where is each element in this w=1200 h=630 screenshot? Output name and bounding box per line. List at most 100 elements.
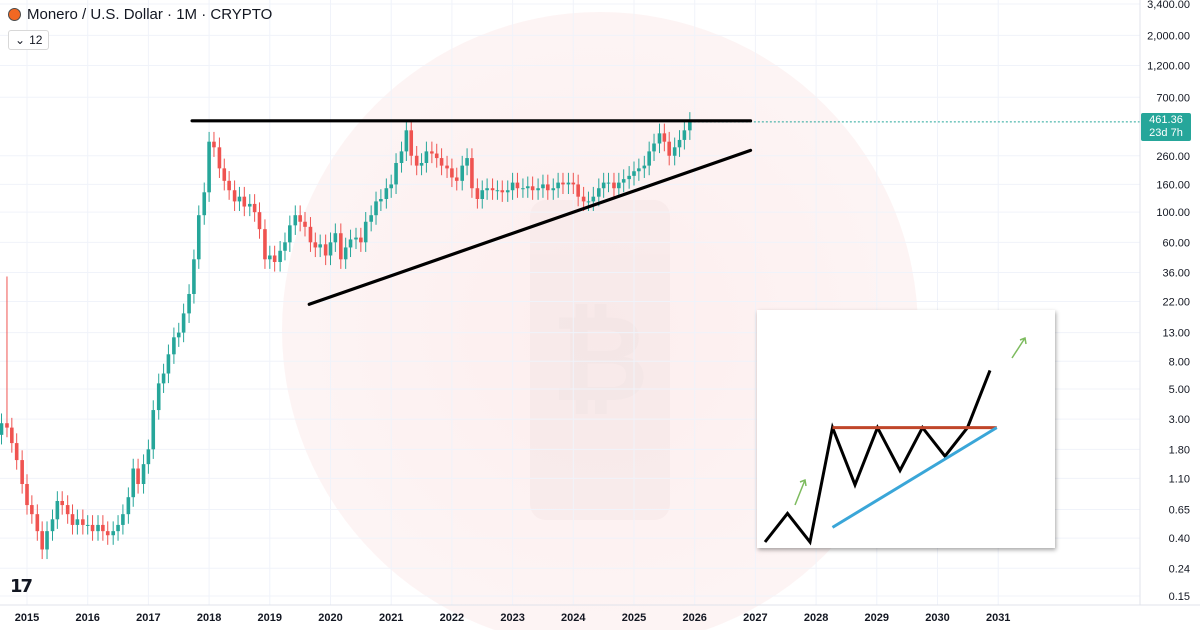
- candle: [612, 172, 616, 198]
- candle: [657, 123, 662, 154]
- candle: [176, 322, 181, 347]
- inset-arrow-icon: [1011, 336, 1027, 359]
- x-tick-label: 2031: [986, 612, 1010, 624]
- candle: [328, 232, 333, 266]
- candle: [75, 509, 80, 535]
- candle: [232, 180, 237, 211]
- candle: [126, 487, 131, 524]
- candle: [263, 219, 267, 269]
- candle: [293, 205, 298, 235]
- x-tick-label: 2025: [622, 612, 646, 624]
- candle: [389, 174, 393, 198]
- y-tick-label: 0.24: [1169, 563, 1190, 575]
- candle: [627, 166, 631, 189]
- candle: [541, 174, 545, 198]
- y-tick-label: 160.00: [1156, 179, 1190, 191]
- candle: [313, 232, 318, 258]
- candle: [146, 439, 151, 474]
- y-tick-label: 60.00: [1162, 237, 1190, 249]
- candle: [247, 194, 252, 217]
- candle: [348, 229, 353, 258]
- candle: [333, 223, 338, 252]
- candle: [35, 504, 40, 541]
- candle: [303, 211, 307, 237]
- candle: [424, 141, 429, 173]
- x-tick-label: 2015: [15, 612, 39, 624]
- candle: [20, 450, 24, 494]
- y-tick-label: 22.00: [1162, 297, 1190, 309]
- candle: [667, 131, 672, 166]
- candle: [14, 433, 19, 470]
- candle: [0, 413, 4, 445]
- candle: [374, 191, 378, 225]
- candle: [131, 458, 136, 507]
- y-tick-label: 0.65: [1169, 504, 1190, 516]
- candle: [81, 509, 85, 535]
- candle: [60, 491, 65, 515]
- candle: [181, 303, 186, 343]
- symbol-header[interactable]: Monero / U.S. Dollar · 1M · CRYPTO: [8, 6, 272, 23]
- candle: [96, 515, 100, 541]
- candle: [632, 161, 636, 186]
- candle: [288, 215, 292, 252]
- candle: [202, 182, 207, 225]
- candle: [430, 141, 434, 164]
- x-axis: 2015 2016 2017 2018 2019 2020 2021 2022 2023 2024…: [0, 604, 1200, 624]
- monero-logo-icon: [8, 8, 21, 21]
- candle: [212, 131, 216, 157]
- candle: [617, 172, 621, 198]
- y-tick-label: 3.00: [1169, 414, 1190, 426]
- candle: [50, 509, 55, 541]
- candle: [460, 155, 465, 191]
- y-tick-label: 2,000.00: [1147, 30, 1190, 42]
- candle: [187, 284, 191, 323]
- candle: [192, 249, 196, 304]
- candle: [490, 178, 495, 200]
- candle: [404, 120, 409, 161]
- candle: [65, 495, 70, 524]
- chevron-down-icon: ⌄: [15, 33, 26, 47]
- candle: [354, 227, 358, 250]
- candle: [536, 178, 540, 200]
- candle: [606, 172, 611, 193]
- watermark-bitcoin-icon: ₿: [530, 200, 670, 520]
- candle: [621, 169, 626, 193]
- candle: [136, 458, 140, 494]
- y-axis: 3,400.00 2,000.00 1,200.00 700.00 260.00 160.…: [1139, 0, 1190, 605]
- candle: [662, 123, 667, 152]
- candle: [101, 515, 105, 541]
- candle: [308, 217, 313, 252]
- y-tick-label: 0.15: [1169, 591, 1190, 603]
- candle: [222, 158, 227, 191]
- indicators-toggle[interactable]: ⌄ 12: [8, 30, 50, 50]
- candle: [551, 178, 556, 200]
- x-tick-label: 2024: [561, 612, 586, 624]
- candle: [495, 180, 500, 200]
- x-tick-label: 2028: [804, 612, 828, 624]
- candle: [105, 521, 110, 545]
- bar-countdown: 23d 7h: [1149, 127, 1183, 139]
- candle: [394, 153, 398, 195]
- candle: [546, 174, 550, 200]
- candle: [5, 276, 9, 438]
- inset-support-line: [831, 426, 998, 529]
- y-tick-label: 3,400.00: [1147, 0, 1190, 11]
- last-price: 461.36: [1149, 114, 1183, 126]
- candle: [556, 172, 560, 198]
- tradingview-logo-icon: 17: [10, 576, 33, 597]
- candle: [151, 400, 156, 459]
- candle: [409, 120, 414, 166]
- y-tick-label: 1.80: [1169, 444, 1190, 456]
- support-trendline[interactable]: [307, 148, 753, 306]
- x-tick-label: 2016: [75, 612, 99, 624]
- candles-layer: [0, 112, 1140, 560]
- candle: [217, 137, 222, 178]
- candle: [601, 172, 606, 198]
- y-tick-label: 700.00: [1156, 92, 1190, 104]
- candle: [379, 189, 383, 211]
- candle: [505, 180, 510, 202]
- inset-arrow-icon: [794, 478, 807, 506]
- candle: [485, 178, 489, 200]
- candle: [642, 155, 647, 178]
